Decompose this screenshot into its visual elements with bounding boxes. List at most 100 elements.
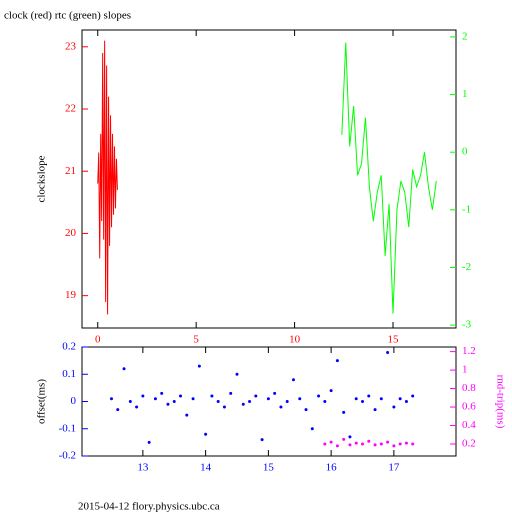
data-point [329,389,333,393]
y2-axis-label: rnd-trip(ms) [494,375,506,429]
y2-tick-label: -2 [462,261,471,273]
y2-tick-label: 0 [462,146,468,158]
data-point [135,405,139,409]
x-tick-label: 14 [200,462,212,474]
data-point [153,397,157,401]
data-point [335,359,339,363]
data-point [235,372,239,376]
x-tick-label: 17 [388,462,400,474]
data-point [386,440,390,444]
data-point [141,394,145,398]
y-tick-label: 0.2 [62,341,76,353]
x-tick-label: 0 [95,334,101,346]
data-point [386,350,390,354]
data-point [179,394,183,398]
data-point [266,397,270,401]
x-tick-label: 16 [326,462,338,474]
y-axis-label: clockslope [36,155,48,202]
y2-tick-label: 0.2 [462,438,476,450]
data-point [404,400,408,403]
y-tick-label: -0.2 [59,450,76,462]
chart-title: clock (red) rtc (green) slopes [4,10,131,22]
data-point [329,440,333,444]
data-point [348,443,352,447]
data-point [411,394,415,398]
data-point [379,397,383,401]
data-point [260,438,264,442]
y2-tick-label: 1 [462,364,468,376]
data-point [166,402,170,406]
data-point [411,442,415,446]
data-point [354,441,358,445]
plot-frame [81,346,457,457]
y-tick-label: 0 [71,395,77,407]
y2-tick-label: 0.6 [462,401,476,413]
data-point [172,400,176,403]
data-line [97,40,118,315]
data-point [367,439,371,443]
data-point [197,364,201,368]
data-point [361,442,364,446]
data-point [367,394,371,398]
data-point [204,432,208,436]
data-point [298,397,302,401]
y2-tick-label: 0.4 [462,419,476,431]
data-point [191,397,195,401]
data-point [317,394,321,398]
data-point [342,410,346,414]
data-point [291,378,295,382]
x-tick-label: 13 [137,462,149,474]
data-point [373,408,377,412]
plot-frame [81,29,457,329]
data-point [128,400,132,403]
data-point [147,440,151,444]
data-point [398,397,402,401]
data-point [279,405,283,409]
data-point [285,400,289,403]
y-tick-label: 0.1 [62,368,76,380]
y-tick-label: 23 [65,40,77,52]
data-point [122,367,126,371]
x-tick-label: 15 [388,334,400,346]
data-point [373,443,377,447]
data-point [229,391,233,395]
data-point [354,397,358,401]
y-tick-label: 22 [65,103,76,115]
y2-tick-label: -1 [462,203,471,215]
data-point [185,413,189,417]
data-point [310,427,314,431]
y2-tick-label: 1.2 [462,345,476,357]
data-point [222,405,226,409]
data-point [273,391,277,395]
data-point [392,444,396,448]
data-point [304,408,308,412]
x-tick-label: 5 [193,334,199,346]
y-tick-label: 21 [65,165,76,177]
data-point [116,408,120,412]
data-point [160,391,164,395]
x-tick-label: 10 [289,334,301,346]
y2-tick-label: 2 [462,30,468,42]
y2-tick-label: -3 [462,319,472,331]
footer: 2015-04-12 flory.physics.ubc.ca [78,501,220,512]
data-point [361,400,364,403]
y-tick-label: 20 [65,227,77,239]
data-line [341,42,437,314]
data-point [323,400,327,403]
data-point [404,441,408,445]
data-point [392,405,396,409]
data-point [109,397,113,401]
y-axis-label: offset(ms) [36,379,48,424]
data-point [248,400,252,403]
y-tick-label: -0.1 [59,422,76,434]
x-tick-label: 15 [263,462,275,474]
data-point [335,444,339,448]
y-tick-label: 19 [65,289,77,301]
data-point [254,394,258,398]
data-point [216,400,220,403]
data-point [241,402,245,406]
data-point [323,442,327,446]
data-point [398,442,402,446]
